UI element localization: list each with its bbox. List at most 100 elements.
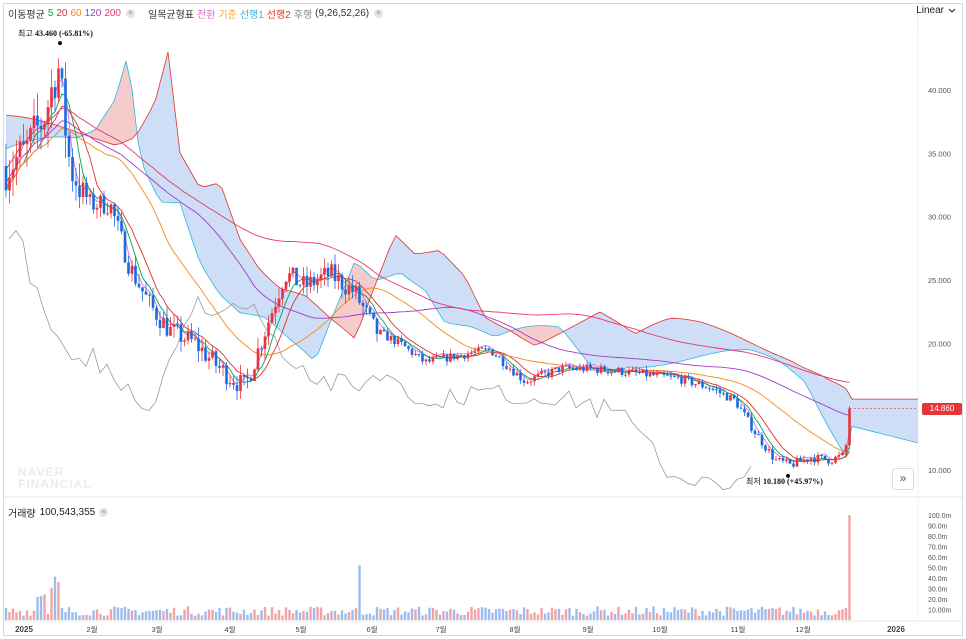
candle-body bbox=[743, 408, 746, 413]
ma5-line bbox=[5, 93, 850, 463]
kumo-cloud-segment bbox=[888, 399, 894, 437]
candle-body bbox=[130, 265, 134, 274]
candle-body bbox=[711, 388, 715, 390]
candle-body bbox=[760, 435, 764, 446]
volume-bar bbox=[491, 612, 494, 620]
candle-body bbox=[694, 384, 697, 386]
kumo-cloud-segment bbox=[312, 301, 318, 359]
candle-body bbox=[340, 274, 344, 290]
watermark-line1: NAVER bbox=[18, 465, 65, 479]
kumo-cloud-segment bbox=[336, 293, 342, 328]
candle-body bbox=[816, 454, 820, 463]
candle-body bbox=[39, 125, 43, 130]
kumo-cloud-segment bbox=[108, 101, 114, 145]
volume-bar bbox=[473, 609, 477, 620]
current-price-tag: 14.860 bbox=[922, 403, 962, 415]
kumo-cloud-segment bbox=[684, 319, 690, 361]
kumo-cloud-segment bbox=[246, 248, 252, 315]
volume-bar bbox=[368, 613, 372, 620]
kumo-cloud-segment bbox=[624, 326, 630, 369]
volume-bar bbox=[771, 608, 774, 620]
scroll-latest-button[interactable]: » bbox=[892, 468, 914, 490]
kumo-cloud-segment bbox=[816, 372, 822, 416]
candle-body bbox=[95, 207, 99, 210]
volume-bar bbox=[823, 611, 827, 620]
ichimoku-remove-icon[interactable]: × bbox=[374, 9, 384, 18]
candle-body bbox=[337, 274, 340, 282]
x-tick-label: 6월 bbox=[366, 624, 377, 634]
volume-bar bbox=[533, 612, 536, 620]
volume-bar bbox=[155, 610, 158, 620]
volume-bar bbox=[452, 609, 456, 620]
candle-body bbox=[74, 181, 78, 186]
low-prefix: 최저 bbox=[746, 477, 761, 486]
kumo-cloud-segment bbox=[738, 336, 744, 350]
volume-bar bbox=[46, 613, 50, 620]
candle-body bbox=[498, 356, 501, 358]
ichimoku-base: 기준 bbox=[218, 10, 237, 21]
volume-bar bbox=[102, 615, 106, 620]
candle-body bbox=[256, 348, 260, 370]
candle-body bbox=[316, 280, 319, 286]
candle-body bbox=[120, 220, 123, 232]
kumo-cloud-segment bbox=[162, 51, 168, 203]
volume-bar bbox=[438, 614, 442, 620]
kumo-cloud-segment bbox=[300, 293, 306, 353]
candle-body bbox=[148, 294, 151, 296]
volume-bar bbox=[386, 607, 389, 620]
volume-bar bbox=[316, 606, 319, 620]
candle-body bbox=[358, 286, 361, 303]
candle-body bbox=[393, 335, 396, 345]
volume-bar bbox=[515, 610, 519, 620]
candle-body bbox=[480, 347, 484, 349]
candle-body bbox=[134, 265, 137, 284]
kumo-cloud-segment bbox=[840, 385, 846, 456]
candle-body bbox=[183, 340, 186, 342]
volume-bar bbox=[81, 615, 85, 620]
volume-bar bbox=[25, 610, 29, 620]
candle-body bbox=[319, 274, 323, 281]
volume-bar bbox=[736, 610, 739, 620]
candle-body bbox=[837, 454, 841, 457]
volume-tick-label: 100.0m bbox=[928, 513, 952, 520]
kumo-cloud-segment bbox=[216, 183, 222, 297]
candle-body bbox=[281, 289, 284, 299]
volume-bar bbox=[158, 609, 162, 620]
candle-body bbox=[193, 338, 197, 340]
volume-bar bbox=[22, 615, 25, 620]
candle-body bbox=[365, 305, 368, 308]
scale-selector[interactable]: Linear bbox=[916, 5, 956, 16]
volume-bar bbox=[270, 607, 274, 620]
candle-body bbox=[309, 276, 312, 287]
volume-bar bbox=[148, 610, 151, 620]
volume-bar bbox=[606, 615, 610, 620]
kumo-cloud-segment bbox=[714, 326, 720, 354]
candle-body bbox=[162, 317, 165, 329]
kumo-cloud-segment bbox=[858, 399, 864, 430]
volume-bar bbox=[295, 610, 298, 620]
volume-bar bbox=[407, 612, 410, 620]
ma-remove-icon[interactable]: × bbox=[126, 9, 135, 18]
volume-tick-label: 40.0m bbox=[928, 576, 948, 583]
candle-body bbox=[585, 364, 589, 371]
kumo-cloud-segment bbox=[852, 399, 858, 428]
candle-body bbox=[260, 348, 263, 350]
volume-bar bbox=[396, 607, 400, 620]
candle-body bbox=[844, 445, 848, 453]
candle-body bbox=[78, 185, 81, 198]
candle-body bbox=[235, 384, 239, 392]
candle-body bbox=[641, 369, 645, 374]
candle-body bbox=[820, 454, 823, 456]
candle-body bbox=[403, 342, 407, 347]
ichimoku-span-b: 선행2 bbox=[266, 10, 291, 21]
volume-bar bbox=[547, 612, 550, 620]
volume-bar bbox=[323, 615, 326, 620]
volume-bar bbox=[655, 613, 659, 620]
kumo-cloud-segment bbox=[912, 399, 918, 443]
volume-bar bbox=[802, 612, 806, 620]
volume-remove-icon[interactable]: × bbox=[99, 508, 109, 517]
indicator-legend: 이동평균 5 20 60 120 200 × 일목균형표 전환 기준 선행1 선… bbox=[8, 6, 393, 21]
candle-body bbox=[64, 78, 67, 136]
kumo-cloud-segment bbox=[426, 251, 432, 302]
